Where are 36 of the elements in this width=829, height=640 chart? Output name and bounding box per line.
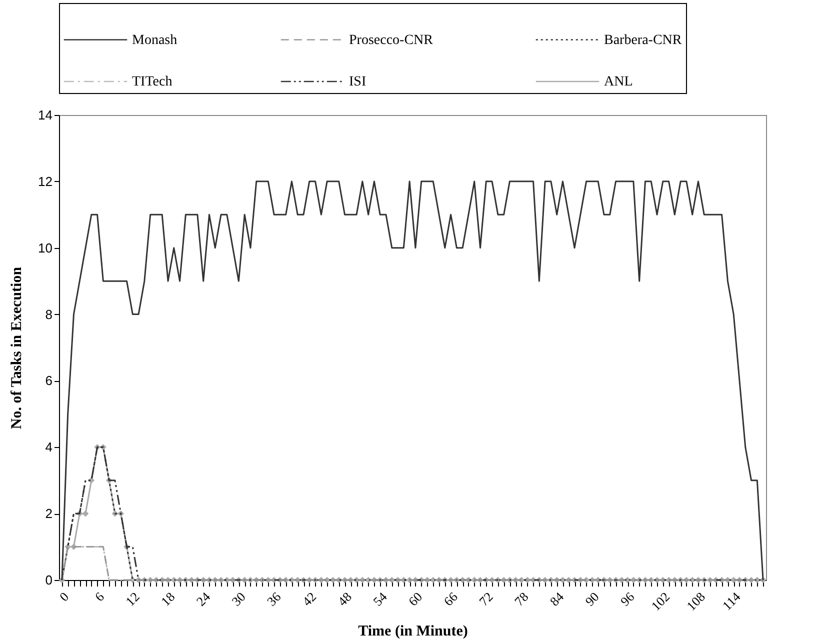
x-tick-label: 108 xyxy=(684,589,708,614)
x-tick-label: 78 xyxy=(511,589,532,609)
x-tick-label: 96 xyxy=(617,588,638,609)
y-tick-label: 4 xyxy=(45,440,52,455)
legend-label: Monash xyxy=(132,32,178,48)
y-tick-label: 6 xyxy=(45,373,52,388)
x-tick-label: 54 xyxy=(370,588,390,609)
y-tick-label: 2 xyxy=(45,506,52,522)
y-tick-label: 10 xyxy=(38,240,52,256)
x-tick-label: 72 xyxy=(476,589,496,609)
x-tick-label: 18 xyxy=(158,589,178,609)
x-tick-label: 60 xyxy=(405,589,426,609)
y-tick-label: 0 xyxy=(45,572,52,588)
x-tick-label: 12 xyxy=(122,589,142,609)
legend-label: Barbera-CNR xyxy=(604,32,682,48)
x-tick-label: 6 xyxy=(92,588,108,604)
x-axis-title: Time (in Minute) xyxy=(358,623,468,640)
y-tick-label: 12 xyxy=(38,174,52,189)
legend-label: Prosecco-CNR xyxy=(349,32,434,48)
x-tick-label: 30 xyxy=(228,589,248,609)
x-tick-label: 24 xyxy=(193,588,214,609)
x-tick-label: 84 xyxy=(546,588,567,609)
y-tick-label: 14 xyxy=(38,108,52,122)
x-tick-label: 0 xyxy=(56,589,72,604)
x-tick-label: 48 xyxy=(334,589,354,609)
y-tick-label: 8 xyxy=(45,306,52,322)
x-tick-label: 36 xyxy=(264,588,284,609)
x-tick-label: 42 xyxy=(299,589,320,609)
y-axis-title: No. of Tasks in Execution xyxy=(9,266,26,430)
x-tick-label: 90 xyxy=(582,589,602,609)
legend-label: ANL xyxy=(604,74,633,90)
x-tick-label: 66 xyxy=(440,588,461,609)
legend-label: TITech xyxy=(132,74,172,90)
x-tick-label: 102 xyxy=(648,589,673,614)
legend-label: ISI xyxy=(349,74,366,90)
x-tick-label: 114 xyxy=(719,588,744,614)
